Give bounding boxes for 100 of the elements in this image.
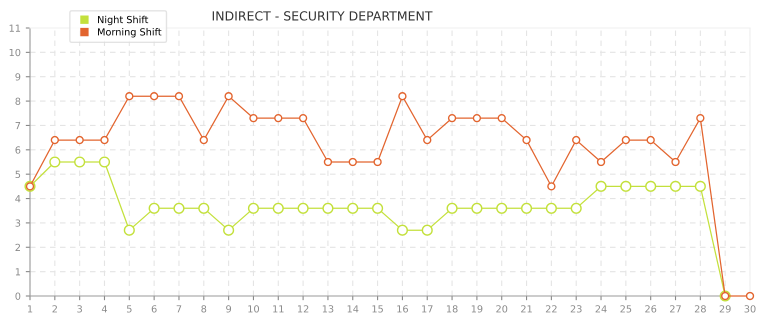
point [496, 202, 508, 214]
point [298, 114, 308, 122]
y-tick-label: 3 [16, 219, 20, 227]
point [347, 202, 358, 214]
x-tick-label: 18 [446, 305, 458, 313]
y-tick-label: 8 [15, 98, 20, 105]
x-tick-label: 5 [126, 305, 132, 313]
x-tick-label: 7 [176, 305, 182, 312]
x-tick-label: 12 [298, 305, 308, 312]
point [645, 180, 656, 192]
x-tick-label: 28 [694, 305, 706, 313]
x-tick-label: 26 [645, 305, 656, 313]
point [547, 182, 556, 191]
point [694, 180, 706, 192]
point [696, 114, 705, 122]
x-tick-label: 9 [226, 305, 232, 313]
point [422, 224, 433, 236]
legend-label: Night Shift [98, 16, 148, 26]
y-tick-label: 1 [16, 268, 20, 276]
point [446, 202, 458, 214]
x-tick-label: 16 [397, 305, 408, 313]
point [274, 114, 282, 122]
point [49, 156, 60, 168]
x-tick-label: 1 [28, 305, 32, 312]
point [100, 136, 109, 144]
chart-title: INDIRECT - SECURITY DEPARTMENT [212, 11, 433, 21]
y-tick-label: 9 [15, 73, 20, 81]
point [150, 92, 158, 100]
point [224, 92, 233, 100]
point [746, 292, 754, 300]
x-tick-label: 21 [521, 305, 532, 312]
y-tick-label: 4 [15, 195, 20, 202]
x-tick-label: 27 [670, 305, 681, 312]
x-tick-label: 4 [102, 305, 108, 312]
point [595, 180, 607, 192]
x-tick-label: 24 [596, 305, 607, 312]
point [396, 224, 408, 236]
point [572, 136, 580, 144]
point [125, 92, 134, 100]
point [148, 202, 160, 214]
point [620, 180, 632, 192]
point [522, 136, 531, 144]
point [248, 202, 260, 214]
point [324, 158, 332, 166]
point [670, 180, 682, 192]
y-tick-label: 6 [15, 146, 20, 154]
x-tick-label: 3 [77, 305, 82, 313]
y-tick-label: 7 [16, 122, 20, 130]
x-tick-label: 11 [273, 305, 284, 312]
y-tick-label: 2 [16, 244, 20, 251]
x-tick-label: 29 [720, 305, 731, 313]
y-tick-label: 11 [10, 24, 20, 32]
point [50, 136, 59, 144]
point [98, 156, 110, 168]
point [322, 202, 334, 214]
point [173, 202, 185, 214]
point [398, 92, 407, 100]
point [372, 202, 384, 214]
x-tick-label: 20 [496, 305, 508, 313]
x-tick-label: 25 [620, 305, 632, 313]
point [348, 158, 357, 166]
point [498, 114, 506, 122]
point [520, 202, 532, 214]
point [298, 202, 309, 214]
x-tick-label: 19 [472, 305, 482, 313]
x-tick-label: 23 [570, 305, 582, 313]
point [471, 202, 482, 214]
point [74, 156, 86, 168]
legend-label: Morning Shift [98, 28, 162, 38]
point [671, 158, 680, 166]
point [272, 202, 284, 214]
point [373, 158, 382, 166]
point [174, 92, 184, 100]
point [570, 202, 582, 214]
point [646, 136, 655, 144]
point [423, 136, 432, 144]
point [198, 202, 210, 214]
x-tick-label: 10 [248, 305, 259, 313]
x-tick-label: 30 [744, 305, 756, 313]
x-tick-label: 17 [422, 305, 433, 312]
y-tick-label: 0 [15, 292, 20, 300]
point [223, 224, 234, 236]
y-tick-label: 5 [16, 170, 20, 178]
x-tick-label: 14 [348, 305, 358, 312]
x-tick-label: 2 [52, 305, 57, 312]
point [596, 158, 606, 166]
point [75, 136, 84, 144]
point [124, 224, 135, 236]
point [200, 136, 208, 144]
y-tick-label: 10 [10, 48, 20, 56]
point [546, 202, 557, 214]
point [622, 136, 630, 144]
x-tick-label: 15 [372, 305, 383, 313]
point [448, 114, 456, 122]
x-tick-label: 6 [152, 305, 157, 313]
x-tick-label: 22 [546, 305, 557, 312]
x-tick-label: 13 [322, 305, 334, 313]
point [472, 114, 482, 122]
point [249, 114, 258, 122]
x-tick-label: 8 [201, 305, 206, 313]
